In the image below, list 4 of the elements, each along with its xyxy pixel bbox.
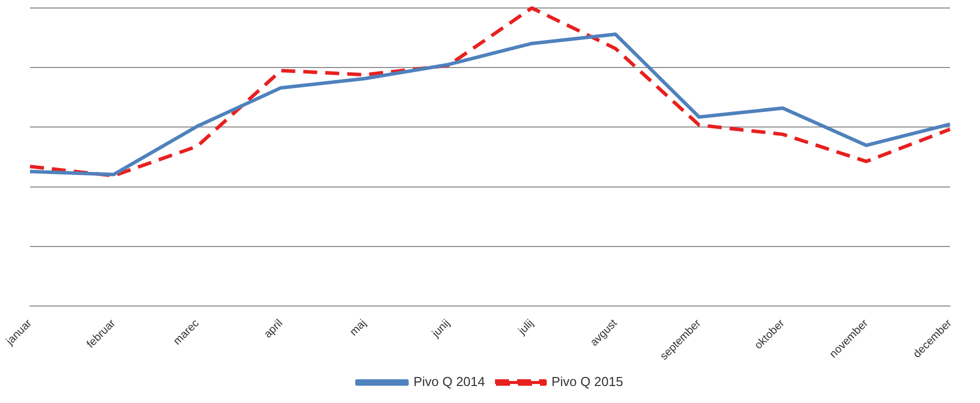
x-tick-label: julij	[516, 317, 536, 338]
x-tick-label: maj	[348, 317, 369, 338]
legend-label: Pivo Q 2015	[552, 374, 624, 390]
legend-label: Pivo Q 2014	[413, 374, 485, 390]
